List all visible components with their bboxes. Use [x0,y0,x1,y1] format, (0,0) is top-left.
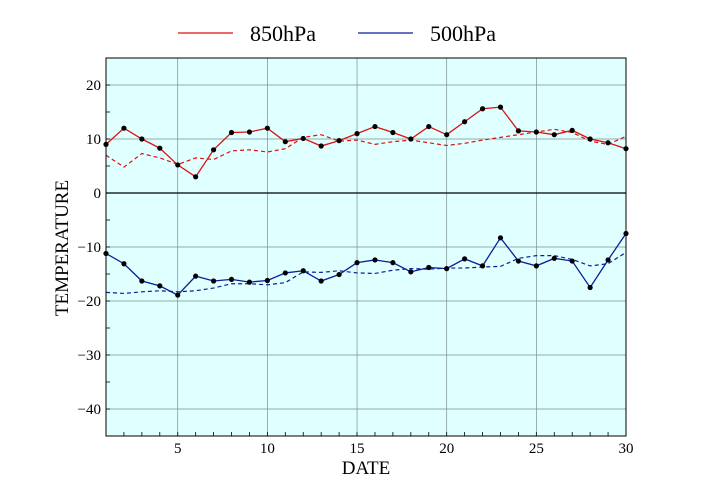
data-point-500hpa-17 [390,260,396,266]
data-point-500hpa-18 [408,269,414,275]
data-point-500hpa-19 [426,264,432,271]
series-group [103,104,629,298]
y-tick-label-0: 20 [86,78,101,94]
data-point-500hpa-9 [246,279,253,285]
data-point-850hpa-10 [264,125,270,131]
data-point-500hpa-6 [193,273,199,279]
legend: 850hPa 500hPa [178,21,496,46]
data-point-850hpa-26 [551,132,557,138]
x-tick-label-5: 5 [174,441,182,457]
data-point-500hpa-10 [264,277,270,284]
data-point-500hpa-24 [515,258,522,264]
data-point-850hpa-25 [533,129,539,135]
data-point-500hpa-5 [175,292,181,298]
data-point-850hpa-19 [426,123,432,130]
data-point-850hpa-27 [569,127,575,133]
data-point-500hpa-23 [497,235,504,241]
data-point-850hpa-21 [462,119,468,125]
data-point-500hpa-14 [336,271,342,278]
x-tick-label-10: 10 [260,441,275,457]
data-point-500hpa-4 [157,283,163,289]
data-point-500hpa-3 [139,278,145,284]
data-point-500hpa-27 [569,258,575,264]
normal-line-500hpa [105,251,627,295]
data-point-850hpa-7 [210,147,217,153]
data-point-850hpa-28 [587,136,593,142]
legend-label-500hpa: 500hPa [430,21,496,46]
data-point-850hpa-16 [372,123,378,130]
y-tick-label-5: −30 [78,348,101,364]
data-point-500hpa-22 [479,263,486,269]
data-point-500hpa-21 [462,256,468,262]
data-point-850hpa-15 [354,131,360,137]
data-point-500hpa-13 [318,278,324,284]
data-point-850hpa-4 [157,145,163,151]
data-point-500hpa-7 [210,278,217,284]
x-tick-label-20: 20 [439,441,454,457]
data-point-500hpa-29 [605,257,611,263]
data-point-850hpa-5 [175,162,181,168]
x-tick-label-25: 25 [529,441,544,457]
data-point-850hpa-9 [246,129,253,135]
data-point-500hpa-16 [372,257,378,263]
x-tick-label-15: 15 [350,441,365,457]
data-point-850hpa-2 [121,125,127,131]
data-point-500hpa-20 [444,266,450,272]
y-tick-label-6: −40 [78,402,101,418]
data-point-850hpa-20 [444,132,450,138]
data-point-850hpa-14 [336,138,342,144]
tick-labels: 5 10 15 20 25 30 20 10 0 −10 −20 −30 −40 [78,57,634,457]
data-point-850hpa-17 [390,129,396,136]
y-tick-label-2: 0 [94,186,102,202]
data-point-850hpa-23 [497,104,504,110]
data-point-500hpa-25 [533,263,539,269]
x-axis-label: DATE [342,458,391,479]
y-axis-label: TEMPERATURE [52,180,73,316]
data-point-850hpa-8 [228,129,235,136]
data-point-850hpa-3 [139,136,145,142]
data-point-850hpa-22 [479,106,486,112]
data-point-500hpa-15 [354,260,360,266]
data-point-500hpa-8 [228,276,235,282]
data-point-500hpa-11 [282,270,288,276]
data-point-850hpa-29 [605,140,611,146]
data-point-850hpa-18 [408,136,414,142]
x-tick-label-30: 30 [619,441,634,457]
y-tick-label-4: −20 [78,294,101,310]
data-point-850hpa-11 [282,139,288,145]
series-line-500hpa [105,233,627,296]
data-point-500hpa-26 [551,255,557,261]
data-point-500hpa-28 [587,284,593,291]
y-tick-label-3: −10 [78,240,101,256]
data-point-850hpa-13 [318,143,324,149]
data-point-850hpa-24 [515,128,522,134]
data-point-500hpa-2 [121,261,127,267]
series-line-850hpa [105,106,627,178]
y-tick-label-1: 10 [86,132,101,148]
data-point-500hpa-12 [300,268,306,274]
grid-lines [106,58,626,436]
data-point-850hpa-12 [300,135,306,142]
data-point-850hpa-6 [193,174,199,180]
legend-label-850hpa: 850hPa [250,21,316,46]
